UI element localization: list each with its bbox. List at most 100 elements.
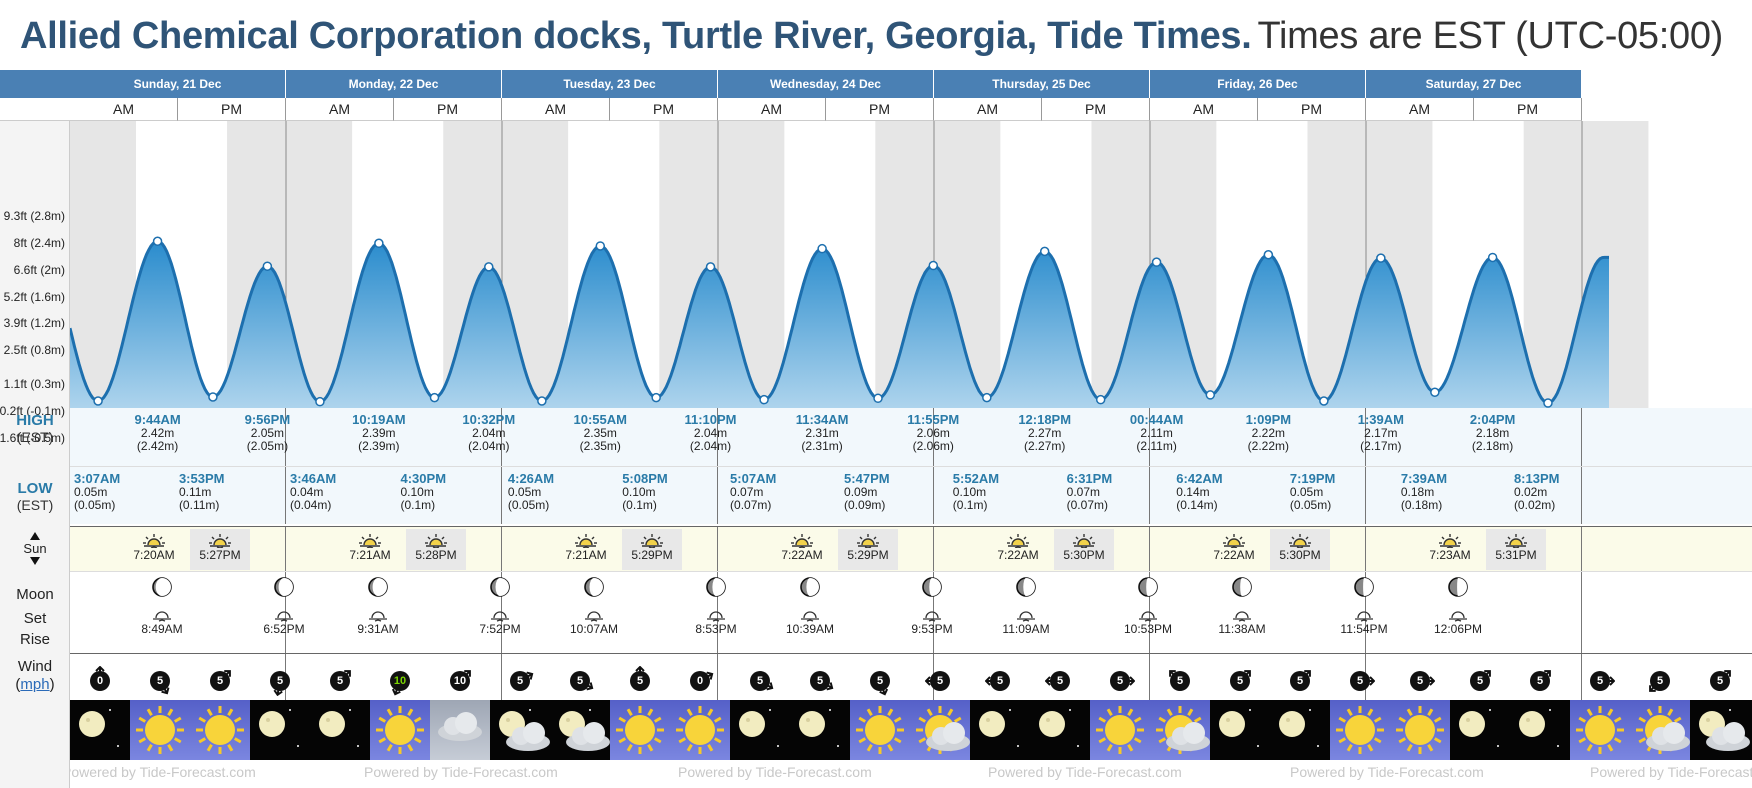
sun-weather-icon — [130, 700, 190, 760]
wind-speed: 0 — [690, 671, 710, 691]
sunset-time: 5:30PM — [1279, 548, 1321, 562]
moon-am-cell: 9:31AM — [348, 576, 408, 636]
day-header: Tuesday, 23 Dec — [502, 70, 718, 98]
sunset-cell: 5:27PM — [190, 529, 250, 570]
high-tide-point — [152, 236, 163, 247]
wind-speed: 5 — [1470, 671, 1490, 691]
moonrise-icon — [801, 611, 819, 622]
day-divider — [1581, 408, 1582, 466]
wind-indicator: 5 — [1585, 666, 1615, 696]
sunset-time: 5:29PM — [631, 548, 673, 562]
moon-weather-icon — [70, 700, 130, 760]
wind-speed: 10 — [450, 671, 470, 691]
tide-time: 10:19AM — [352, 412, 406, 427]
am-label: AM — [286, 98, 394, 121]
tide-height: 2.17m — [1364, 426, 1398, 440]
wind-indicator: 10 — [445, 666, 475, 696]
wind-indicator: 10 — [385, 666, 415, 696]
moon-weather-icon — [970, 700, 1030, 760]
moon-pm-cell: 9:53PM — [902, 576, 962, 636]
day-divider — [717, 527, 718, 571]
day-divider — [717, 654, 718, 700]
sunrise-icon — [1223, 534, 1245, 548]
tide-height-alt: (2.18m) — [1471, 439, 1514, 453]
moon-phase-icon — [706, 577, 726, 597]
high-tide-entry: 9:44AM 2.42m (2.42m) — [122, 413, 194, 453]
wind-indicator: 5 — [1705, 666, 1735, 696]
sun-row: 7:20AM 5:27PM 7:21AM 5:28PM 7:21AM 5:29PM 7:22… — [70, 526, 1752, 571]
sunrise-cell: 7:21AM — [556, 529, 616, 570]
sunset-cell: 5:30PM — [1270, 529, 1330, 570]
tide-height: 2.22m — [1251, 426, 1286, 440]
wind-speed: 5 — [750, 671, 770, 691]
wind-indicator: 5 — [265, 666, 295, 696]
low-tide-entry: 5:52AM 0.10m (0.1m) — [949, 472, 1021, 512]
tide-height-alt: (0.07m) — [1066, 498, 1108, 512]
tide-height-alt: (0.18m) — [1400, 498, 1443, 512]
high-tide-entry: 10:32PM 2.04m (2.04m) — [453, 413, 525, 453]
sun-weather-icon — [1090, 700, 1150, 760]
high-tide-entry: 1:39AM 2.17m (2.17m) — [1345, 413, 1417, 453]
wind-speed: 5 — [1710, 671, 1730, 691]
tide-height: 0.02m — [1513, 485, 1548, 499]
low-tide-point — [429, 392, 440, 403]
tide-time: 7:39AM — [1400, 471, 1448, 486]
sunrise-time: 7:21AM — [349, 548, 391, 562]
tide-height: 0.10m — [622, 485, 656, 499]
tide-height-alt: (0.05m) — [507, 498, 550, 512]
y-tick-label: 2.5ft (0.8m) — [3, 343, 65, 358]
y-tick-label: 9.3ft (2.8m) — [3, 208, 65, 223]
moonrise-icon — [491, 611, 509, 622]
tide-height: 0.10m — [400, 485, 434, 499]
tide-height: 2.04m — [693, 426, 728, 440]
am-label: AM — [1366, 98, 1474, 121]
tide-height: 0.05m — [1289, 485, 1324, 499]
tide-time: 12:18PM — [1018, 412, 1072, 427]
wind-indicator: 5 — [1345, 666, 1375, 696]
low-tide-point — [982, 392, 992, 403]
sunset-icon — [1505, 534, 1527, 548]
tide-height: 2.05m — [250, 426, 285, 440]
sunrise-time: 7:22AM — [997, 548, 1039, 562]
moon-phase-icon — [1016, 577, 1036, 597]
sunrise-time: 7:20AM — [133, 548, 175, 562]
high-tide-point — [928, 260, 939, 271]
wind-speed: 5 — [1290, 671, 1310, 691]
low-tide-point — [93, 396, 103, 406]
sunset-cell: 5:29PM — [838, 529, 898, 570]
low-tide-entry: 6:42AM 0.14m (0.14m) — [1172, 472, 1244, 512]
am-label: AM — [934, 98, 1042, 121]
moon-phase-icon — [1138, 577, 1158, 597]
low-tide-entry: 8:13PM 0.02m (0.02m) — [1510, 472, 1582, 512]
moon-row: 8:49AM 6:52PM 9:31AM 7:52PM 10:07AM 8:53PM 10:… — [70, 571, 1752, 653]
powered-by-text: Powered by Tide-Forecast.com — [364, 764, 558, 780]
wind-indicator: 5 — [325, 666, 355, 696]
moon-weather-icon — [1270, 700, 1330, 760]
powered-by-text: Powered by Tide-Forecast.com — [1290, 764, 1484, 780]
am-label: AM — [1150, 98, 1258, 121]
wind-indicator: 5 — [805, 666, 835, 696]
sun-weather-icon — [1390, 700, 1450, 760]
low-tide-entry: 4:30PM 0.10m (0.1m) — [397, 472, 469, 512]
moonrise-time: 11:38AM — [1218, 622, 1266, 636]
sun-weather-icon — [370, 700, 430, 760]
mph-unit-link[interactable]: mph — [20, 676, 50, 693]
sunset-icon — [1289, 534, 1311, 548]
sunset-time: 5:31PM — [1495, 548, 1537, 562]
sunset-cell: 5:28PM — [406, 529, 466, 570]
wind-indicator: 5 — [1465, 666, 1495, 696]
tide-height-alt: (2.42m) — [136, 439, 179, 453]
sunrise-time: 7:22AM — [1213, 548, 1255, 562]
tide-time: 4:30PM — [400, 471, 447, 486]
sun-cloud-weather-icon — [1630, 700, 1690, 760]
day-divider — [285, 527, 286, 571]
wind-speed: 5 — [1050, 671, 1070, 691]
sunset-icon — [425, 534, 447, 548]
high-tide-entry: 2:04PM 2.18m (2.18m) — [1457, 413, 1529, 453]
pm-label: PM — [1042, 98, 1150, 121]
tide-line — [70, 239, 1609, 405]
sun-weather-icon — [1570, 700, 1630, 760]
powered-by-text: Powered by Tide-Forecast.com — [70, 764, 256, 780]
high-tide-point — [595, 241, 606, 251]
sunrise-icon — [143, 534, 165, 548]
